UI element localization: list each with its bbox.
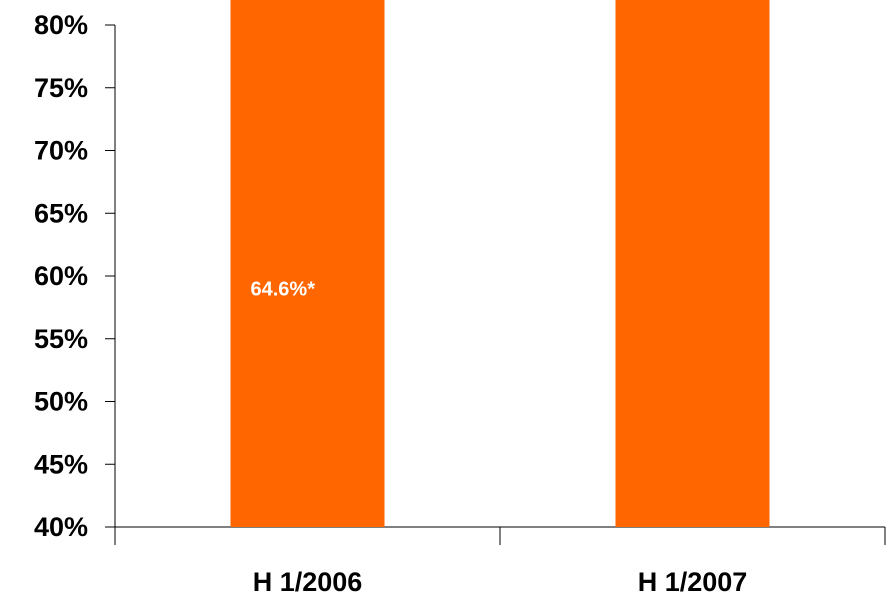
x-tick-label: H 1/2006 [253,567,363,597]
y-tick-label: 40% [34,512,88,542]
y-tick-label: 60% [34,261,88,291]
y-tick-label: 55% [34,324,88,354]
y-tick-label: 75% [34,73,88,103]
x-tick-label: H 1/2007 [638,567,748,597]
y-tick-label: 70% [34,136,88,166]
y-tick-label: 65% [34,198,88,228]
bar-segment [230,0,385,528]
annotation: 64.6%* [251,279,316,301]
y-tick-label: 80% [34,10,88,40]
y-tick-label: 45% [34,449,88,479]
bar-segment [615,0,770,527]
y-tick-label: 50% [34,387,88,417]
